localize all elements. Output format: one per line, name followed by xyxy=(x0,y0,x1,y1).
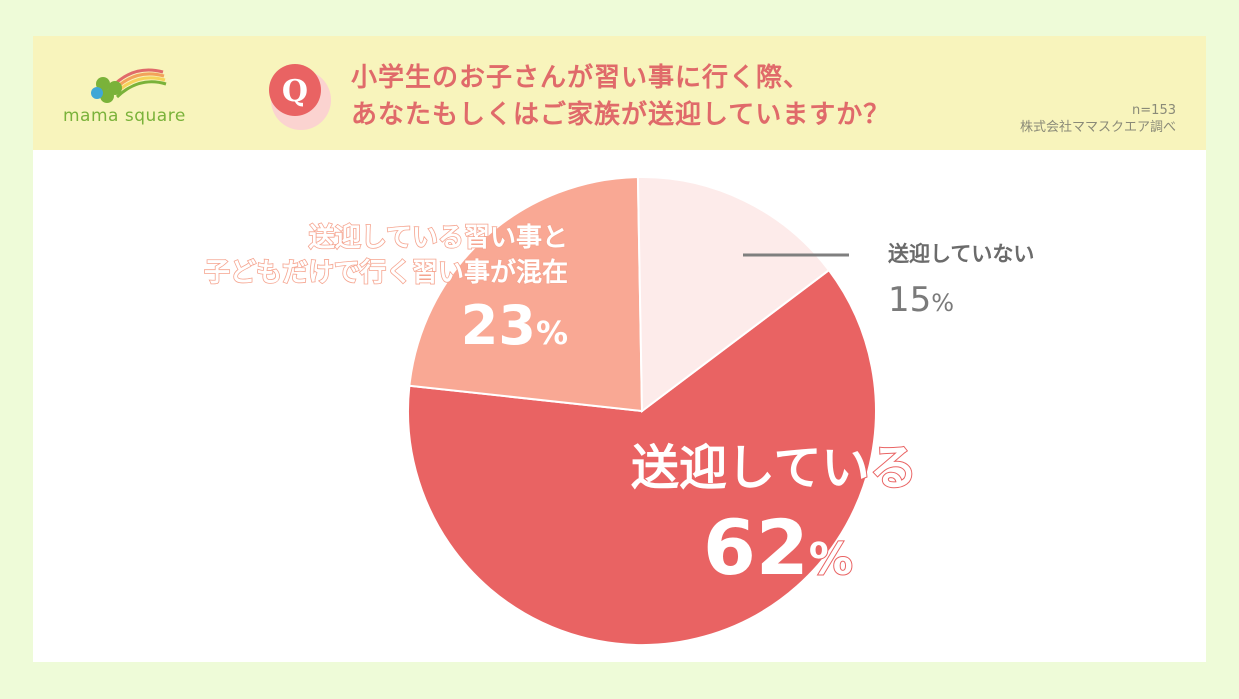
label-yes-percent: 62% xyxy=(703,503,853,592)
label-mixed-percent: 23% xyxy=(461,294,568,357)
logo-text: mama square xyxy=(63,106,186,126)
survey-source: 株式会社ママスクエア調べ xyxy=(1019,120,1176,135)
label-no-text: 送迎していない xyxy=(888,242,1034,266)
question-line-1: 小学生のお子さんが習い事に行く際、 xyxy=(351,63,811,93)
label-no-percent: 15% xyxy=(888,280,954,320)
question-line-2: あなたもしくはご家族が送迎していますか？ xyxy=(351,100,891,130)
q-letter: Q xyxy=(282,74,308,109)
question-badge: Q xyxy=(265,60,337,132)
pie-chart: 送迎していない 15% 送迎している習い事と 子どもだけで行く習い事が混在 23… xyxy=(203,176,1034,646)
header-banner: mama square Q 小学生のお子さんが習い事に行く際、 あなたもしくはご… xyxy=(33,36,1206,150)
label-mixed-line2: 子どもだけで行く習い事が混在 xyxy=(204,257,568,288)
mama-square-logo: mama square xyxy=(63,62,193,132)
label-yes-text: 送迎している xyxy=(631,440,918,496)
pie-slice-picking-up xyxy=(407,268,877,646)
survey-meta: n=153 株式会社ママスクエア調べ xyxy=(1020,102,1176,136)
label-mixed-line1: 送迎している習い事と xyxy=(309,222,568,253)
pie-slice-mixed xyxy=(408,176,644,413)
question-title: 小学生のお子さんが習い事に行く際、 あなたもしくはご家族が送迎していますか？ xyxy=(351,60,890,134)
chart-card: mama square Q 小学生のお子さんが習い事に行く際、 あなたもしくはご… xyxy=(33,36,1206,662)
clover-rainbow-icon xyxy=(91,68,167,103)
sample-size: n=153 xyxy=(1132,103,1176,118)
